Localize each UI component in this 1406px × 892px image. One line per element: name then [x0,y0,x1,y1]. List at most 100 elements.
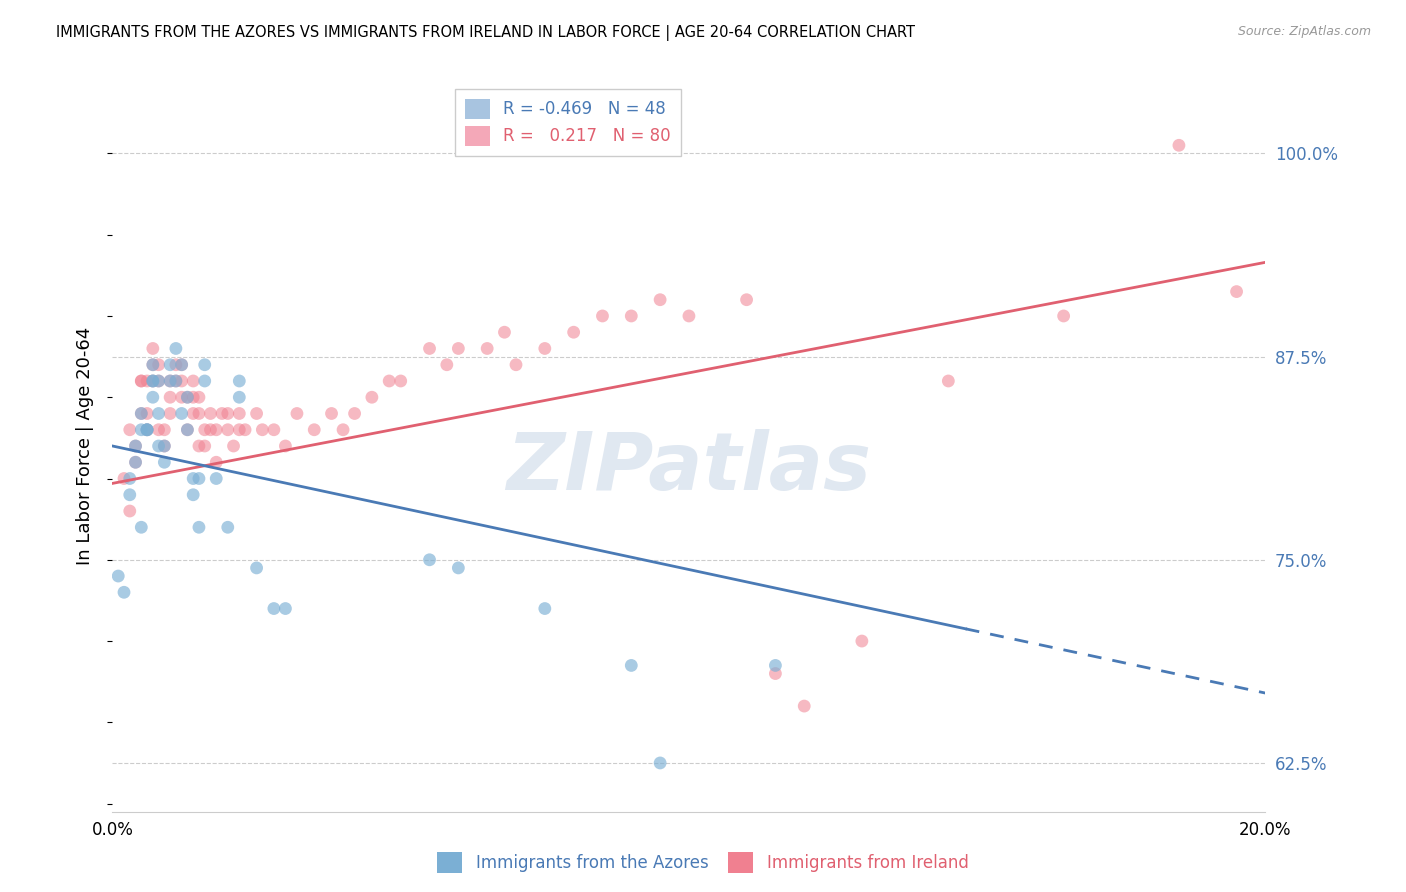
Point [233,423,256,437]
Point [176,423,198,437]
Point [274,439,297,453]
Point [436,358,458,372]
Point [793,699,815,714]
Point [136,423,159,437]
Point [165,358,187,372]
Point [148,407,170,421]
Point [592,309,614,323]
Point [142,358,165,372]
Point [148,374,170,388]
Point [228,390,250,404]
Point [200,407,222,421]
Point [129,407,153,421]
Point [124,439,146,453]
Point [475,342,499,356]
Point [129,407,153,421]
Point [1053,309,1076,323]
Point [142,374,165,388]
Point [129,423,153,437]
Point [343,407,366,421]
Point [205,471,228,485]
Point [112,585,135,599]
Point [165,374,187,388]
Point [118,504,141,518]
Point [170,390,193,404]
Point [159,374,181,388]
Point [153,455,176,469]
Point [321,407,343,421]
Point [285,407,308,421]
Point [188,471,211,485]
Point [936,374,959,388]
Point [650,756,672,770]
Point [360,390,382,404]
Point [1167,138,1189,153]
Point [159,407,181,421]
Point [176,423,198,437]
Point [205,455,228,469]
Point [650,293,672,307]
Point [217,520,239,534]
Point [148,374,170,388]
Point [678,309,700,323]
Point [222,439,245,453]
Point [181,374,204,388]
Point [494,325,516,339]
Point [159,358,181,372]
Point [153,439,176,453]
Point [124,455,146,469]
Point [181,407,204,421]
Point [159,374,181,388]
Point [534,601,557,615]
Point [118,423,141,437]
Point [246,561,269,575]
Point [447,561,470,575]
Point [148,439,170,453]
Point [188,407,211,421]
Point [304,423,326,437]
Point [211,407,233,421]
Point [765,658,787,673]
Point [194,423,217,437]
Legend: R = -0.469   N = 48, R =   0.217   N = 80: R = -0.469 N = 48, R = 0.217 N = 80 [456,88,681,156]
Point [136,374,159,388]
Point [389,374,412,388]
Point [1226,285,1249,299]
Point [217,423,239,437]
Point [136,423,159,437]
Point [447,342,470,356]
Point [165,342,187,356]
Point [142,374,165,388]
Point [181,488,204,502]
Text: Source: ZipAtlas.com: Source: ZipAtlas.com [1237,25,1371,38]
Point [181,471,204,485]
Point [205,423,228,437]
Point [170,358,193,372]
Point [228,407,250,421]
Point [200,423,222,437]
Point [194,358,217,372]
Point [153,439,176,453]
Point [153,423,176,437]
Point [217,407,239,421]
Point [148,358,170,372]
Point [170,374,193,388]
Point [129,374,153,388]
Point [142,390,165,404]
Point [534,342,557,356]
Point [188,390,211,404]
Point [851,634,873,648]
Point [228,423,250,437]
Point [562,325,585,339]
Point [148,423,170,437]
Point [274,601,297,615]
Text: IMMIGRANTS FROM THE AZORES VS IMMIGRANTS FROM IRELAND IN LABOR FORCE | AGE 20-64: IMMIGRANTS FROM THE AZORES VS IMMIGRANTS… [56,25,915,41]
Point [419,553,441,567]
Point [246,407,269,421]
Point [136,423,159,437]
Point [765,666,787,681]
Point [505,358,527,372]
Point [181,390,204,404]
Text: ZIPatlas: ZIPatlas [506,429,872,507]
Point [170,407,193,421]
